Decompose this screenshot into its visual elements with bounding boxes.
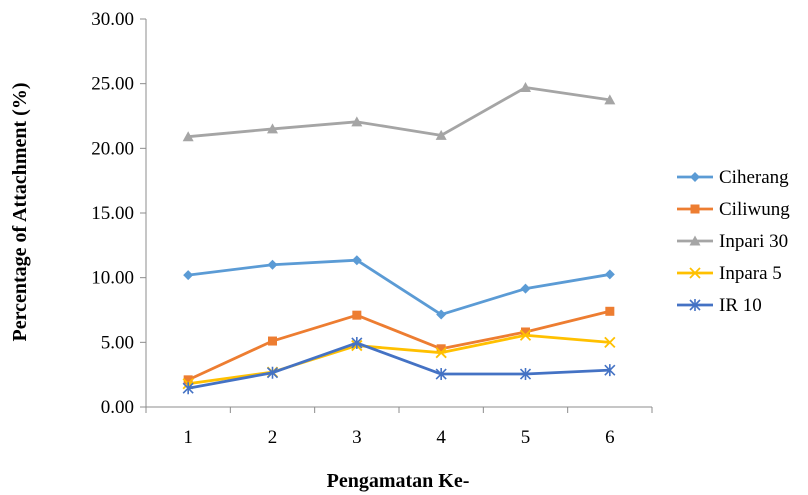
data-point-ciherang: [604, 269, 615, 280]
y-tick-label: 30.00: [91, 9, 134, 30]
legend-marker: [690, 204, 700, 214]
data-point-inpari-30: [604, 94, 616, 105]
x-axis-title: Pengamatan Ke-: [327, 470, 470, 492]
legend-marker: [689, 299, 701, 311]
data-point-ciherang: [183, 270, 194, 281]
x-tick-label: 3: [352, 427, 362, 448]
x-tick-label: 4: [436, 427, 446, 448]
data-point-inpari-30: [351, 116, 363, 127]
legend-label: IR 10: [719, 295, 762, 316]
data-point-ciherang: [267, 259, 278, 270]
data-point-inpara-5: [604, 336, 616, 348]
chart-legend: Ciherang Ciliwung Inpari 30 Inpara 5 IR 10: [677, 167, 790, 316]
y-tick-label: 15.00: [91, 203, 134, 224]
data-point-ir-10: [182, 382, 194, 395]
legend-marker: [690, 172, 700, 182]
data-point-ir-10: [266, 366, 279, 379]
data-point-ciliwung: [521, 327, 530, 337]
legend-item-inpari-30: Inpari 30: [677, 231, 788, 252]
y-tick-label: 5.00: [101, 332, 134, 353]
series-line-ir-10: [187, 341, 610, 390]
series-line-inpari-30: [188, 86, 611, 139]
legend-item-ciherang: Ciherang: [677, 167, 789, 188]
data-point-ciherang: [351, 255, 362, 266]
data-point-inpari-30: [182, 131, 194, 142]
y-tick-label: 0.00: [101, 397, 134, 418]
data-point-ciliwung: [183, 375, 193, 385]
series-ciliwung: [183, 306, 615, 385]
data-point-ciherang: [520, 283, 531, 294]
data-point-ciliwung: [352, 310, 362, 320]
y-tick-label: 10.00: [91, 268, 134, 289]
data-point-ir-10: [351, 336, 363, 349]
legend-label: Inpari 30: [719, 231, 788, 252]
data-point-inpari-30: [267, 123, 278, 134]
x-axis-ticks: 1 2 3 4 5 6: [145, 407, 653, 448]
legend-marker: [689, 235, 701, 246]
legend-label: Ciherang: [719, 167, 789, 188]
data-point-inpari-30: [435, 129, 447, 140]
series-line-ciliwung: [187, 309, 611, 382]
x-tick-label: 2: [268, 427, 278, 448]
x-tick-label: 5: [521, 427, 531, 448]
data-point-inpara-5: [435, 347, 447, 359]
data-point-ciherang: [436, 309, 447, 320]
chart-series: [182, 82, 616, 395]
data-point-inpara-5: [519, 329, 532, 341]
y-tick-label: 25.00: [91, 74, 134, 95]
legend-marker: [689, 267, 701, 279]
series-ciherang: [183, 255, 615, 320]
x-tick-label: 6: [605, 427, 615, 448]
legend-item-inpara-5: Inpara 5: [677, 263, 782, 284]
y-axis-title: Percentage of Attachment (%): [9, 83, 31, 342]
data-point-ir-10: [435, 368, 447, 381]
legend-label: Ciliwung: [719, 199, 790, 220]
data-point-ciliwung: [605, 306, 615, 316]
data-point-inpari-30: [520, 82, 531, 93]
legend-item-ir-10: IR 10: [677, 295, 762, 316]
data-point-ciliwung: [436, 344, 446, 354]
data-point-ciliwung: [268, 336, 277, 346]
legend-label: Inpara 5: [719, 263, 782, 284]
data-point-ir-10: [519, 368, 532, 381]
series-inpari-30: [182, 82, 616, 142]
y-axis-ticks: 0.00 5.00 10.00 15.00 20.00 25.00 30.00: [91, 9, 146, 418]
legend-item-ciliwung: Ciliwung: [677, 199, 790, 220]
series-ir-10: [182, 336, 616, 395]
x-tick-label: 1: [183, 427, 193, 448]
series-line-ciherang: [187, 258, 611, 316]
y-tick-label: 20.00: [91, 138, 134, 159]
data-point-ir-10: [604, 364, 616, 377]
